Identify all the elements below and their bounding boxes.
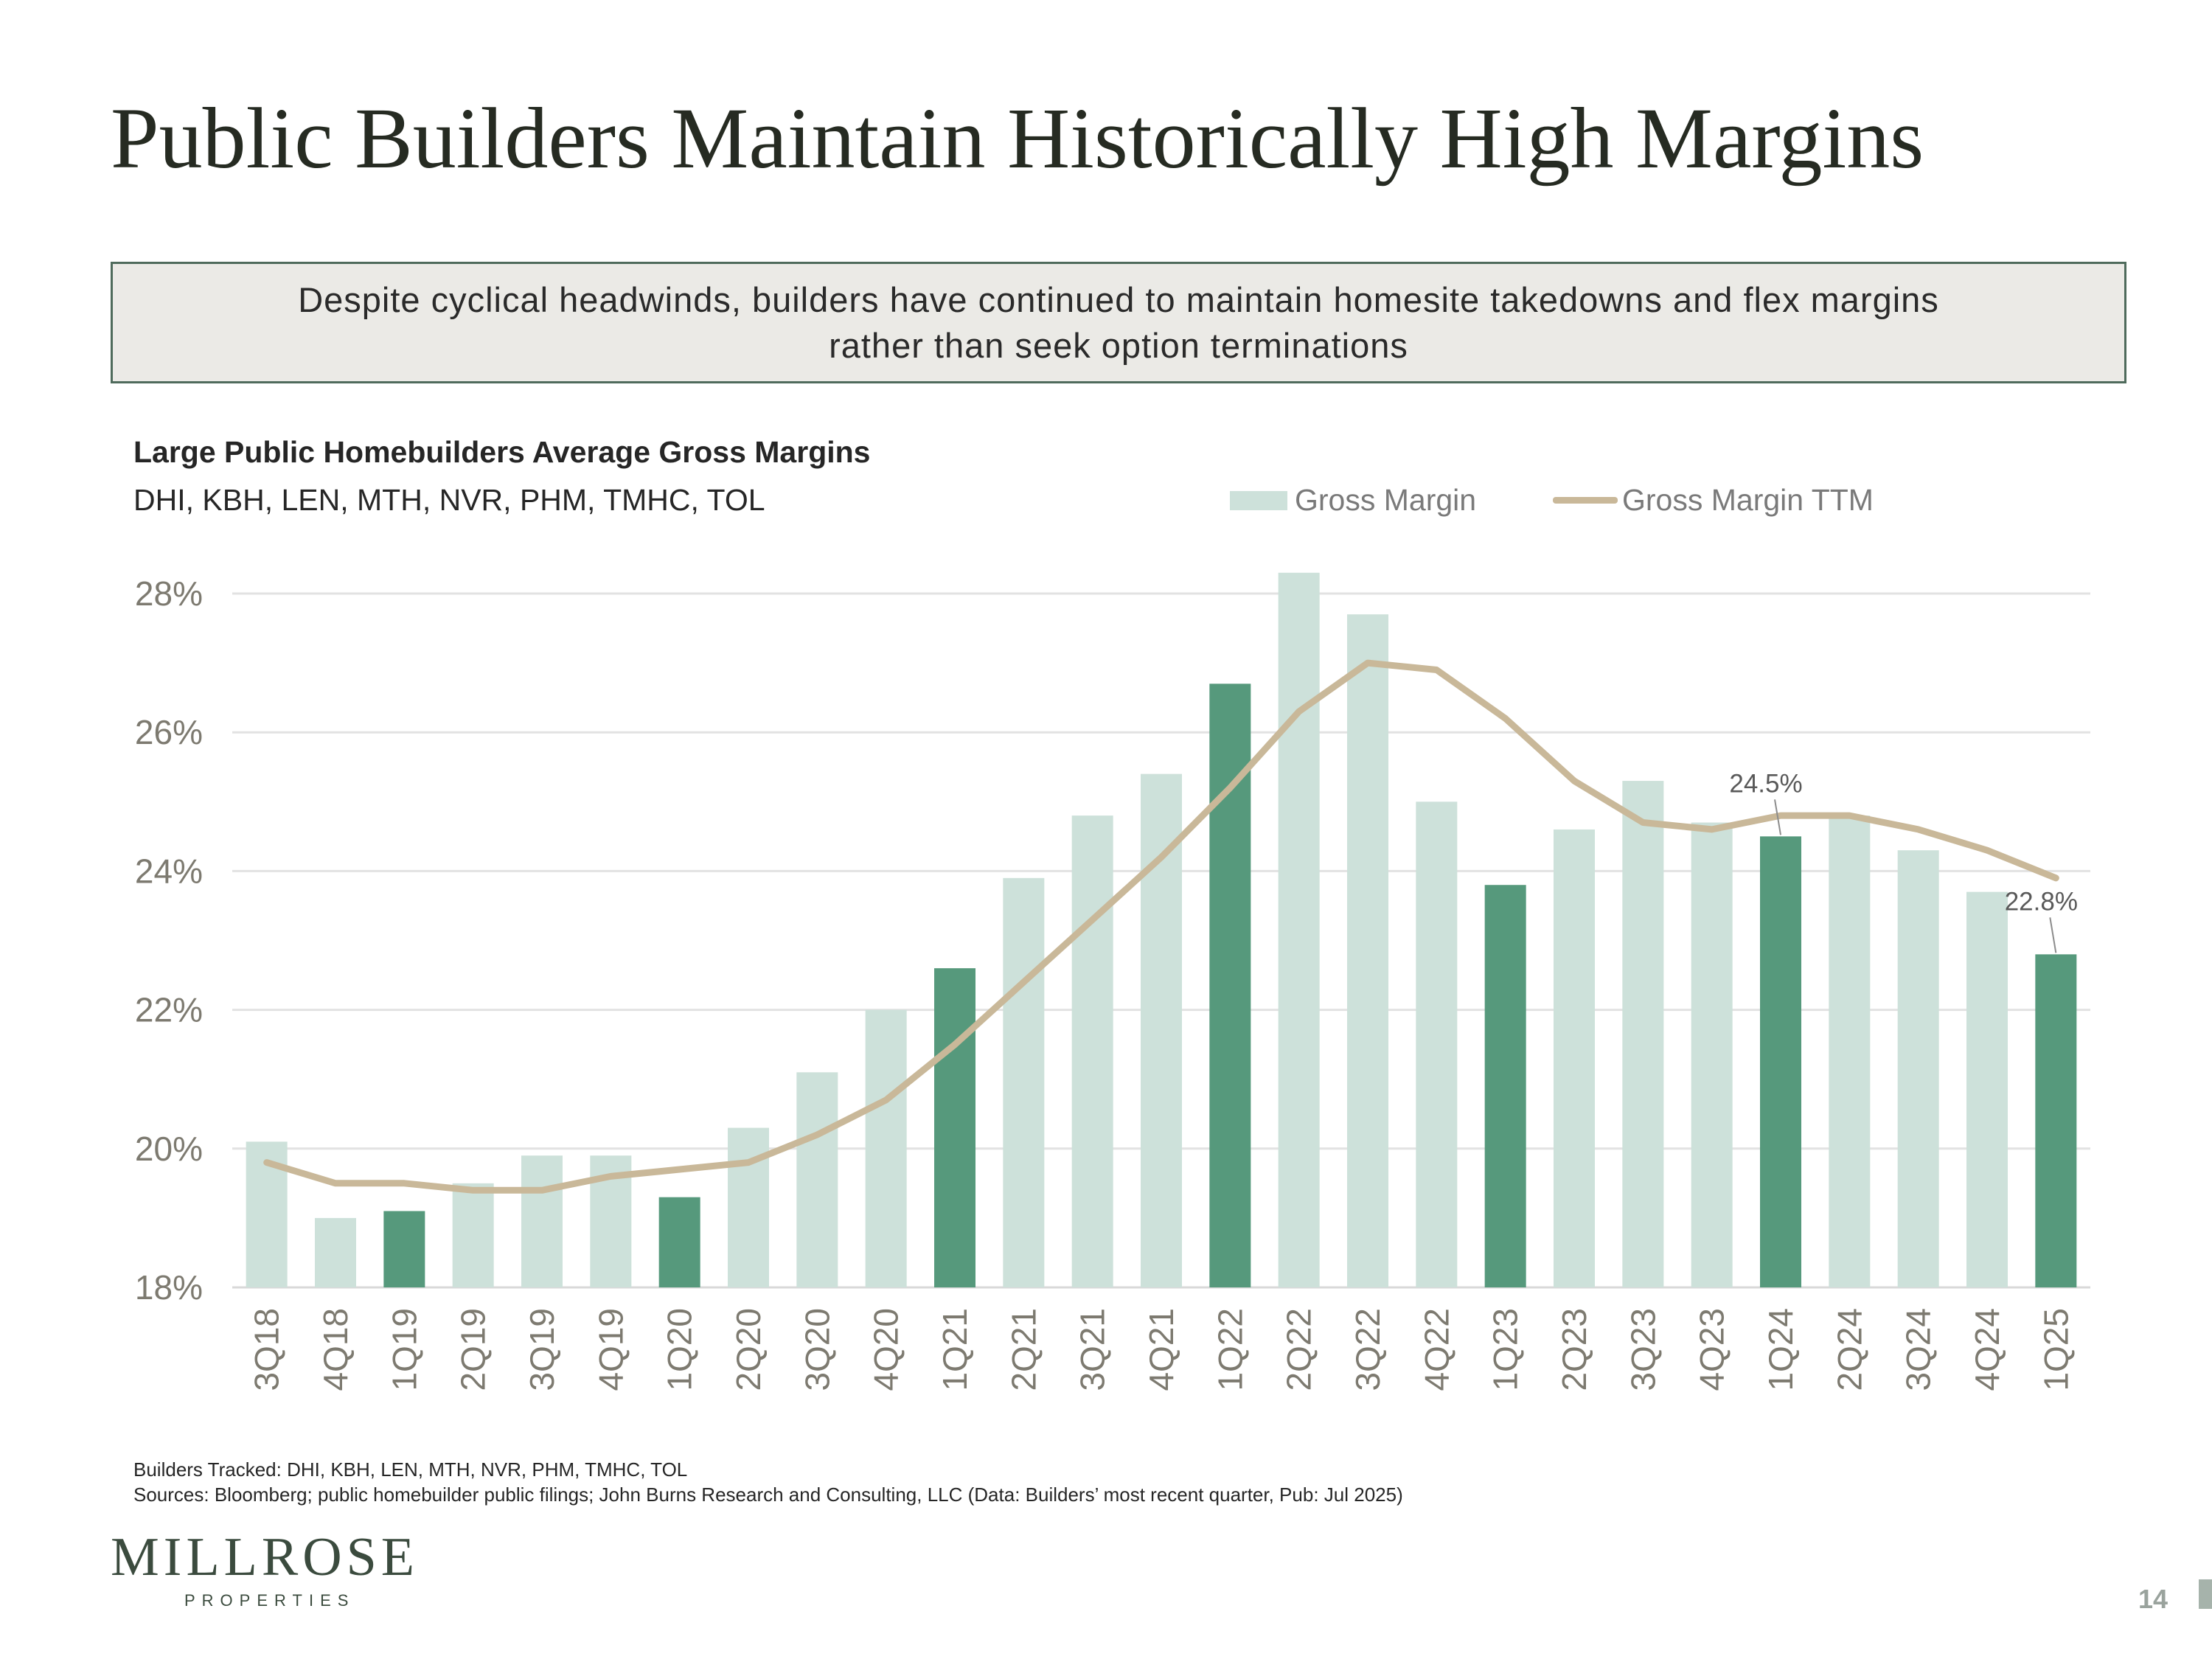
bar-4Q18: [315, 1217, 356, 1287]
footnote-sources: Sources: Bloomberg; public homebuilder p…: [133, 1484, 1403, 1506]
x-tick-label: 3Q20: [798, 1308, 836, 1391]
bar-3Q22: [1347, 614, 1388, 1287]
data-label-leader: [2049, 917, 2057, 953]
x-tick-label: 1Q25: [2037, 1308, 2075, 1391]
x-tick-label: 1Q24: [1761, 1308, 1800, 1391]
x-tick-label: 3Q18: [248, 1308, 286, 1391]
y-tick-label: 22%: [135, 991, 203, 1029]
chart-ttm-line: [263, 659, 2059, 1194]
bar-1Q21: [934, 968, 975, 1287]
y-tick-label: 18%: [135, 1268, 203, 1307]
x-tick-label: 3Q23: [1624, 1308, 1662, 1391]
x-tick-label: 4Q19: [591, 1308, 630, 1391]
page-marker: [2199, 1579, 2212, 1609]
data-label-1Q25: 22.8%: [2005, 887, 2078, 916]
logo-wordmark: MILLROSE: [111, 1527, 419, 1587]
x-tick-label: 1Q19: [385, 1308, 423, 1391]
bar-3Q21: [1071, 815, 1113, 1287]
bar-3Q23: [1622, 781, 1664, 1287]
x-tick-label: 1Q21: [936, 1308, 974, 1391]
chart-labels: 18% 20% 22% 24% 26% 28% 3Q18 4Q18 1Q19 2Q19 3Q19 4Q…: [135, 574, 2078, 1391]
legend-line-swatch: [1553, 497, 1618, 504]
legend-item-gross-margin: Gross Margin: [1230, 483, 1476, 518]
bar-3Q24: [1897, 850, 1939, 1287]
legend-bar-swatch: [1230, 490, 1287, 510]
chart-subtitle: DHI, KBH, LEN, MTH, NVR, PHM, TMHC, TOL: [133, 483, 765, 517]
x-tick-label: 4Q20: [867, 1308, 905, 1391]
bar-2Q24: [1829, 815, 1871, 1287]
bar-1Q19: [383, 1211, 425, 1287]
y-tick-label: 20%: [135, 1130, 203, 1168]
chart-bars: [246, 572, 2077, 1287]
legend-item-gross-margin-ttm: Gross Margin TTM: [1553, 483, 1874, 518]
bar-2Q19: [452, 1183, 494, 1287]
y-tick-label: 24%: [135, 852, 203, 890]
page-title: Public Builders Maintain Historically Hi…: [111, 90, 1924, 187]
bar-4Q23: [1691, 822, 1733, 1287]
page-number: 14: [2138, 1584, 2168, 1614]
x-tick-label: 4Q23: [1693, 1308, 1731, 1391]
x-tick-label: 1Q22: [1211, 1308, 1249, 1391]
ttm-line: [263, 659, 2059, 1194]
bar-1Q24: [1760, 836, 1801, 1287]
bar-3Q19: [521, 1155, 563, 1287]
x-tick-label: 4Q22: [1417, 1308, 1455, 1391]
bar-2Q20: [728, 1127, 769, 1287]
footnote-builders: Builders Tracked: DHI, KBH, LEN, MTH, NV…: [133, 1458, 688, 1481]
bar-3Q20: [796, 1072, 838, 1287]
bar-2Q23: [1554, 829, 1595, 1287]
x-tick-label: 2Q20: [729, 1308, 768, 1391]
chart-title: Large Public Homebuilders Average Gross …: [133, 435, 871, 469]
bar-4Q24: [1966, 891, 2008, 1287]
key-message-callout: Despite cyclical headwinds, builders hav…: [111, 262, 2126, 383]
y-tick-label: 28%: [135, 574, 203, 613]
x-tick-label: 3Q22: [1349, 1308, 1387, 1391]
key-message-text: Despite cyclical headwinds, builders hav…: [298, 279, 1939, 365]
data-label-1Q24: 24.5%: [1729, 769, 1802, 798]
x-tick-label: 2Q24: [1830, 1308, 1868, 1391]
data-label-leader: [1774, 799, 1781, 835]
x-tick-label: 4Q18: [316, 1308, 355, 1391]
bar-2Q21: [1003, 877, 1045, 1287]
bar-2Q22: [1278, 572, 1320, 1287]
x-tick-label: 1Q20: [661, 1308, 699, 1391]
x-tick-label: 4Q24: [1968, 1308, 2006, 1391]
gross-margin-chart: 18% 20% 22% 24% 26% 28% 3Q18 4Q18 1Q19 2Q19 3Q19 4Q…: [135, 572, 2090, 1391]
x-tick-label: 1Q23: [1486, 1308, 1525, 1391]
x-tick-label: 2Q23: [1555, 1308, 1593, 1391]
bar-1Q25: [2035, 954, 2077, 1287]
bar-4Q21: [1141, 773, 1182, 1287]
x-tick-label: 2Q22: [1280, 1308, 1318, 1391]
logo-subtitle: PROPERTIES: [184, 1591, 355, 1610]
x-tick-label: 4Q21: [1142, 1308, 1180, 1391]
x-tick-label: 3Q21: [1074, 1308, 1112, 1391]
legend-label-gross-margin: Gross Margin: [1295, 483, 1477, 517]
x-tick-label: 3Q24: [1899, 1308, 1938, 1391]
x-tick-label: 2Q21: [1004, 1308, 1043, 1391]
x-tick-label: 3Q19: [523, 1308, 561, 1391]
y-tick-label: 26%: [135, 713, 203, 751]
bar-4Q20: [865, 1009, 907, 1287]
legend-label-gross-margin-ttm: Gross Margin TTM: [1622, 483, 1874, 517]
bar-1Q20: [658, 1197, 700, 1287]
bar-1Q23: [1484, 885, 1526, 1287]
bar-4Q22: [1416, 801, 1458, 1287]
x-tick-label: 2Q19: [454, 1308, 493, 1391]
